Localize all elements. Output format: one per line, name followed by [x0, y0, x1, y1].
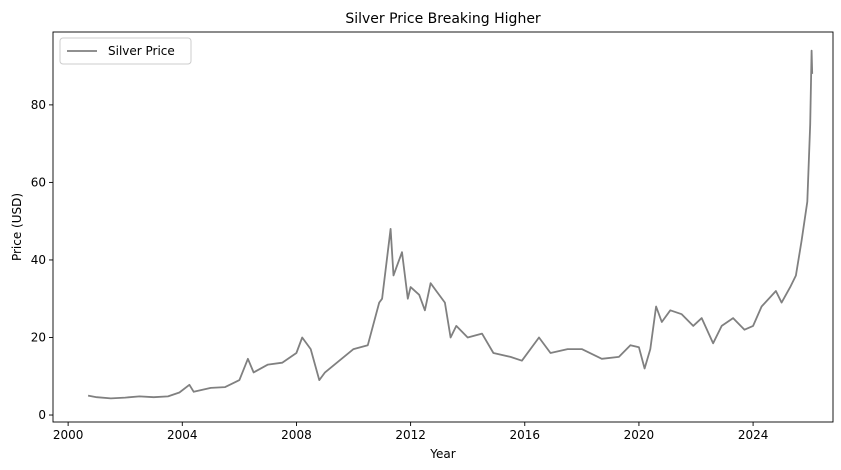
y-tick-label: 0: [38, 408, 46, 422]
x-tick-label: 2004: [167, 428, 198, 442]
x-tick-label: 2024: [738, 428, 769, 442]
y-tick-label: 80: [31, 98, 46, 112]
y-tick-label: 40: [31, 253, 46, 267]
x-axis-label: Year: [429, 447, 455, 461]
x-tick-label: 2016: [509, 428, 540, 442]
y-tick-label: 60: [31, 175, 46, 189]
y-tick-label: 20: [31, 330, 46, 344]
legend-label: Silver Price: [108, 44, 175, 58]
legend: Silver Price: [59, 37, 192, 65]
x-tick-label: 2012: [395, 428, 426, 442]
plot-frame: [52, 31, 834, 423]
axes: 2000 2004 2008 2012 2016 2020 2024 0 20 40 60 80: [31, 98, 769, 442]
x-tick-label: 2008: [281, 428, 312, 442]
x-tick-label: 2000: [53, 428, 84, 442]
series-line-silver-price: [87, 49, 814, 400]
chart-title: Silver Price Breaking Higher: [345, 11, 541, 27]
legend-box: [59, 37, 192, 65]
y-axis-label: Price (USD): [10, 193, 24, 261]
x-tick-label: 2020: [624, 428, 655, 442]
